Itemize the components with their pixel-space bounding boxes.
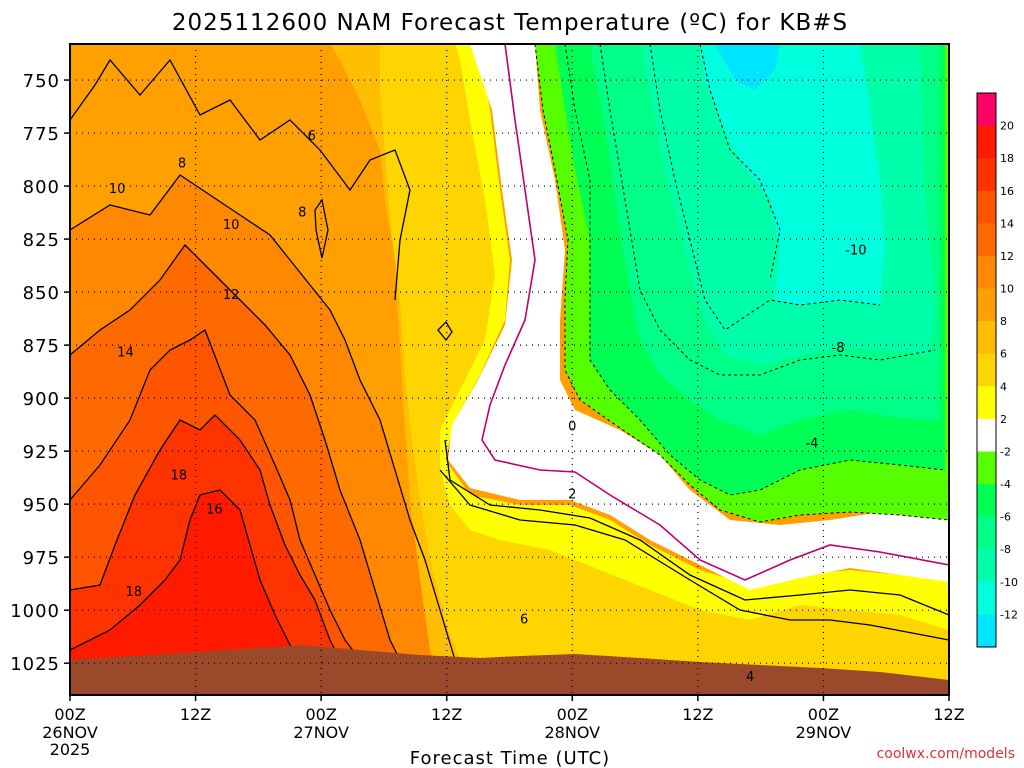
- y-tick-label: 900: [23, 389, 60, 410]
- contour-label: 10: [223, 218, 240, 233]
- colorbar-label: 6: [1000, 348, 1007, 361]
- contour-label: 6: [308, 129, 316, 144]
- colorbar-label: 8: [1000, 315, 1007, 328]
- band-18-20: [70, 490, 300, 660]
- colorbar-swatch: [977, 223, 996, 257]
- x-tick-date: 27NOV: [293, 723, 349, 742]
- x-tick-label: 12Z: [180, 705, 211, 724]
- colorbar-swatch: [977, 418, 996, 452]
- contour-labels: 6 8 8 10 10 12 14 18 16 18 0 2 6 4 -4 -8 -10: [109, 129, 867, 685]
- contour-label: -8: [832, 341, 845, 356]
- colorbar-legend: 20 18 16 14 12 10 8 6 4 2 -2 -4 -6 -8 -10 -12: [976, 92, 1018, 648]
- colorbar-swatch: [977, 386, 996, 420]
- band-neg2-2: [448, 44, 949, 590]
- contour-label: 12: [223, 288, 240, 303]
- colorbar-swatch: [977, 451, 996, 485]
- colorbar-label: 2: [1000, 413, 1007, 426]
- contour-label: 4: [746, 670, 754, 685]
- credit-link[interactable]: coolwx.com/models: [877, 746, 1015, 762]
- colorbar-swatch: [977, 581, 996, 615]
- colorbar-swatch: [977, 93, 996, 127]
- x-tick-date: 28NOV: [544, 723, 600, 742]
- contour-label: 16: [206, 502, 223, 517]
- colorbar-swatch: [977, 516, 996, 550]
- plot-area: [70, 44, 949, 695]
- band-neg10-neg12: [700, 44, 885, 305]
- contour-label: 14: [117, 345, 134, 360]
- y-axis: 750 775 800 825 850 875 900 925 950 975 1000 1025: [10, 71, 70, 675]
- colorbar-label: 20: [1000, 120, 1014, 133]
- colorbar-label: -2: [1000, 445, 1011, 458]
- y-tick-label: 875: [23, 336, 60, 357]
- colorbar-swatch: [977, 321, 996, 355]
- y-tick-label: 1025: [10, 654, 60, 675]
- x-tick-date: 29NOV: [796, 723, 852, 742]
- colorbar-label: -4: [1000, 478, 1011, 491]
- contour-label: 10: [109, 182, 126, 197]
- colorbar-label: -10: [1000, 576, 1018, 589]
- colorbar-swatch: [977, 255, 996, 290]
- contour-label: 2: [568, 488, 576, 503]
- x-tick-label: 00Z: [54, 705, 85, 724]
- contour-label: 18: [171, 468, 188, 483]
- colorbar-label: -8: [1000, 543, 1011, 556]
- colorbar-swatch: [977, 614, 996, 648]
- colorbar-swatch: [977, 353, 996, 387]
- y-tick-label: 925: [23, 442, 60, 463]
- zero-contour: [481, 44, 949, 581]
- colorbar-swatch: [977, 288, 996, 322]
- colorbar-label: 14: [1000, 217, 1014, 230]
- band-neg12-below: [715, 44, 780, 90]
- y-tick-label: 1000: [10, 601, 60, 622]
- colorbar-swatch: [977, 190, 996, 224]
- colorbar-label: 10: [1000, 283, 1014, 296]
- colorbar-label: 4: [1000, 380, 1007, 393]
- contour-label: -10: [845, 244, 866, 259]
- contour-label: 8: [298, 206, 306, 221]
- colorbar-label: -6: [1000, 511, 1011, 524]
- colorbar-swatch: [977, 158, 996, 192]
- y-tick-label: 850: [23, 283, 60, 304]
- y-tick-label: 750: [23, 71, 60, 92]
- contour-label: 8: [178, 157, 186, 172]
- x-tick-label: 12Z: [682, 705, 713, 724]
- y-tick-label: 975: [23, 548, 60, 569]
- y-tick-label: 950: [23, 495, 60, 516]
- x-tick-label: 00Z: [808, 705, 839, 724]
- colorbar-label: 18: [1000, 152, 1014, 165]
- y-tick-label: 825: [23, 230, 60, 251]
- warm-contours: [70, 58, 949, 661]
- contour-label: -4: [805, 437, 818, 452]
- x-tick-label: 00Z: [305, 705, 336, 724]
- colorbar-frame: [976, 92, 997, 648]
- y-tick-label: 800: [23, 177, 60, 198]
- colorbar-swatch: [977, 484, 996, 518]
- x-axis-label: Forecast Time (UTC): [410, 748, 610, 768]
- plot-frame: [69, 43, 950, 696]
- x-tick-label: 12Z: [431, 705, 462, 724]
- chart-title: 2025112600 NAM Forecast Temperature (ºC)…: [172, 10, 848, 36]
- x-tick-date: 26NOV: [42, 723, 98, 742]
- contour-label: 6: [520, 613, 528, 628]
- contour-label: 18: [126, 585, 143, 600]
- x-tick-label: 12Z: [933, 705, 964, 724]
- colorbar-swatch: [977, 125, 996, 159]
- cold-contours: [534, 44, 949, 523]
- grid-lines: [70, 44, 949, 695]
- colorbar-label: 12: [1000, 250, 1014, 263]
- x-tick-label: 00Z: [557, 705, 588, 724]
- ground: [70, 645, 949, 695]
- contour-label: 0: [568, 420, 576, 435]
- colorbar-label: 16: [1000, 185, 1014, 198]
- colorbar-swatch: [977, 549, 996, 583]
- y-tick-label: 775: [23, 124, 60, 145]
- colorbar-label: -12: [1000, 608, 1018, 621]
- x-tick-year: 2025: [50, 740, 91, 759]
